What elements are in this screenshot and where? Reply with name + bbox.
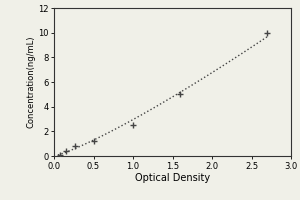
X-axis label: Optical Density: Optical Density [135,173,210,183]
Y-axis label: Concentration(ng/mL): Concentration(ng/mL) [26,36,35,128]
